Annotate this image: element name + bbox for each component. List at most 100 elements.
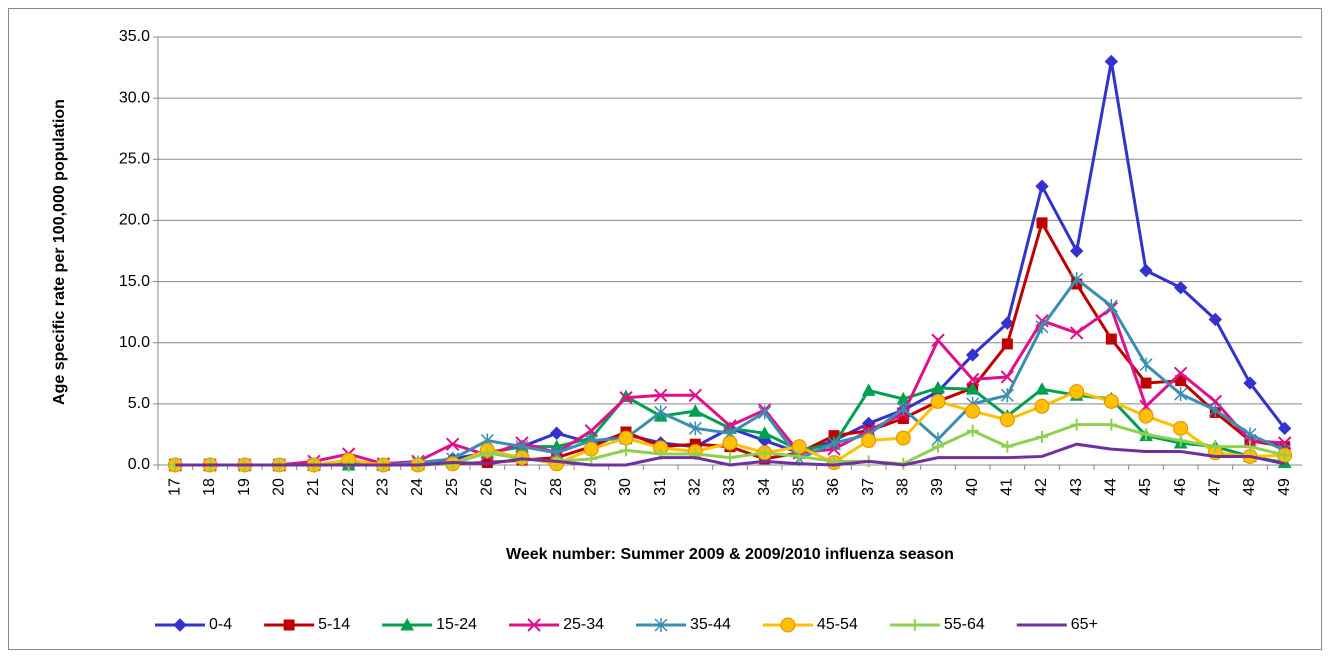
data-point xyxy=(793,450,806,463)
x-tick-label: 29 xyxy=(583,478,600,496)
legend-marker xyxy=(527,618,541,632)
data-point xyxy=(1069,326,1084,340)
data-point xyxy=(965,372,980,387)
legend-label: 65+ xyxy=(1071,616,1098,633)
data-point xyxy=(1244,440,1256,453)
legend-marker xyxy=(654,618,668,632)
data-point xyxy=(1001,440,1014,453)
data-point xyxy=(1173,366,1188,380)
x-tick-label: 39 xyxy=(929,478,946,496)
data-point xyxy=(481,446,494,459)
data-point xyxy=(931,380,945,394)
x-tick-label: 23 xyxy=(375,478,392,496)
x-tick-label: 24 xyxy=(409,478,426,496)
data-point xyxy=(1034,398,1050,414)
data-point xyxy=(620,444,632,457)
data-point xyxy=(896,401,910,416)
data-point xyxy=(1208,312,1223,327)
data-point xyxy=(1139,357,1153,372)
x-tick-label: 35 xyxy=(791,478,808,496)
legend-item: 0-4 xyxy=(155,616,232,633)
data-point xyxy=(1173,420,1189,436)
data-point xyxy=(1174,387,1188,402)
legend-item: 5-14 xyxy=(264,616,350,633)
data-point xyxy=(1209,440,1222,453)
x-tick-label: 43 xyxy=(1068,478,1085,496)
data-point xyxy=(1139,263,1153,278)
data-point xyxy=(861,383,876,396)
legend-marker xyxy=(908,619,921,631)
data-point xyxy=(688,388,703,403)
data-point xyxy=(930,393,946,409)
legend-item: 15-24 xyxy=(382,616,477,633)
data-point xyxy=(1000,370,1015,384)
data-point xyxy=(724,451,736,464)
x-tick-label: 45 xyxy=(1137,478,1154,496)
x-tick-label: 20 xyxy=(271,478,288,496)
data-point xyxy=(1105,418,1118,431)
data-point xyxy=(1103,393,1119,409)
x-tick-label: 19 xyxy=(236,478,253,496)
y-tick-label: 0.0 xyxy=(128,456,150,473)
y-axis-title: Age specific rate per 100,000 population xyxy=(51,99,68,405)
data-point xyxy=(549,426,564,440)
legend-marker xyxy=(400,617,414,631)
legend-item: 45-54 xyxy=(762,616,858,633)
data-point xyxy=(1000,316,1015,330)
legend-label: 15-24 xyxy=(436,616,477,633)
legend-marker xyxy=(780,617,796,633)
x-tick-label: 36 xyxy=(825,478,842,496)
data-point xyxy=(895,430,911,446)
data-point xyxy=(1243,376,1257,390)
series-line xyxy=(175,442,1285,467)
data-point xyxy=(965,348,980,362)
data-point xyxy=(965,403,981,419)
data-point xyxy=(965,382,980,395)
legend-item: 65+ xyxy=(1016,616,1098,633)
data-point xyxy=(445,437,460,451)
x-tick-label: 17 xyxy=(167,478,184,496)
data-point xyxy=(1104,299,1118,314)
data-point xyxy=(1069,384,1085,400)
y-tick-label: 15.0 xyxy=(119,273,150,290)
data-point xyxy=(1138,408,1154,424)
y-tick-label: 25.0 xyxy=(119,151,150,168)
data-point xyxy=(1036,217,1048,229)
legend-label: 5-14 xyxy=(318,616,350,633)
data-point xyxy=(585,452,598,465)
data-point xyxy=(757,426,772,439)
data-point xyxy=(1035,382,1049,395)
x-axis-title: Week number: Summer 2009 & 2009/2010 inf… xyxy=(506,546,954,563)
x-tick-label: 33 xyxy=(721,478,738,496)
y-tick-label: 30.0 xyxy=(119,89,150,106)
data-point xyxy=(1140,377,1152,389)
data-point xyxy=(1173,280,1188,295)
data-point xyxy=(827,435,841,450)
y-tick-label: 35.0 xyxy=(119,28,150,45)
data-point xyxy=(1140,428,1152,441)
legend-label: 25-34 xyxy=(563,616,604,633)
x-tick-label: 32 xyxy=(687,478,704,496)
x-tick-label: 28 xyxy=(548,478,565,496)
data-point xyxy=(758,446,771,459)
x-tick-label: 38 xyxy=(895,478,912,496)
data-point xyxy=(1175,375,1187,387)
data-point xyxy=(1277,421,1292,436)
legend-marker xyxy=(283,619,295,631)
x-tick-label: 22 xyxy=(340,478,357,496)
data-point xyxy=(1278,449,1291,462)
data-point xyxy=(1069,244,1084,258)
data-point xyxy=(654,405,668,420)
x-tick-label: 46 xyxy=(1172,478,1189,496)
legend-label: 55-64 xyxy=(944,616,985,633)
data-point xyxy=(1174,434,1187,447)
legend-item: 35-44 xyxy=(636,616,731,633)
data-point xyxy=(1104,54,1119,69)
x-tick-label: 47 xyxy=(1207,478,1224,496)
x-tick-label: 18 xyxy=(201,478,218,496)
data-point xyxy=(999,412,1015,428)
data-point xyxy=(931,333,945,347)
data-point xyxy=(932,440,944,453)
x-tick-label: 30 xyxy=(617,478,634,496)
